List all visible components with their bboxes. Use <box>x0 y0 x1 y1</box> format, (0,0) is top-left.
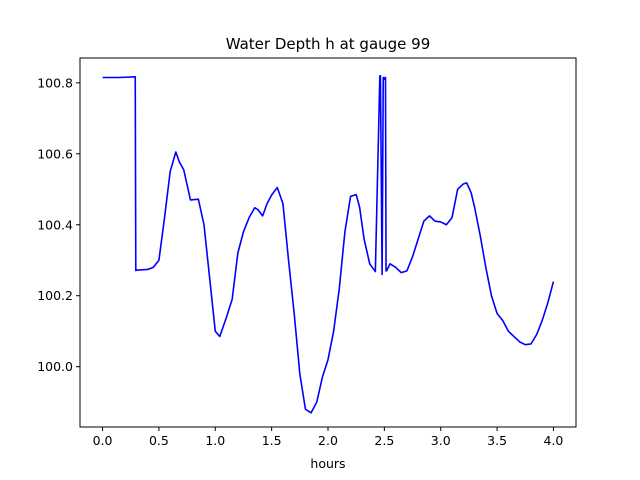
x-tick-label: 3.0 <box>431 433 451 448</box>
x-tick-label: 1.0 <box>205 433 225 448</box>
y-tick-label: 100.4 <box>37 217 73 232</box>
x-tick-label: 4.0 <box>544 433 564 448</box>
x-tick-label: 0.0 <box>93 433 113 448</box>
plot-area <box>102 74 555 414</box>
y-tick-label: 100.2 <box>37 288 73 303</box>
y-axis: 100.0 100.2 100.4 100.6 100.8 <box>37 75 80 374</box>
y-tick-label: 100.0 <box>37 359 73 374</box>
plot-frame <box>79 57 577 428</box>
x-tick-label: 3.5 <box>487 433 507 448</box>
x-axis: 0.0 0.5 1.0 1.5 2.0 2.5 3.0 3.5 4.0 <box>93 427 564 448</box>
series-line <box>102 74 555 414</box>
x-axis-label: hours <box>310 456 345 471</box>
x-tick-label: 0.5 <box>149 433 169 448</box>
y-tick-label: 100.6 <box>37 146 73 161</box>
x-tick-label: 2.5 <box>374 433 394 448</box>
x-tick-label: 2.0 <box>318 433 338 448</box>
chart-title: Water Depth h at gauge 99 <box>226 35 431 53</box>
x-tick-label: 1.5 <box>262 433 282 448</box>
y-tick-label: 100.8 <box>37 75 73 90</box>
